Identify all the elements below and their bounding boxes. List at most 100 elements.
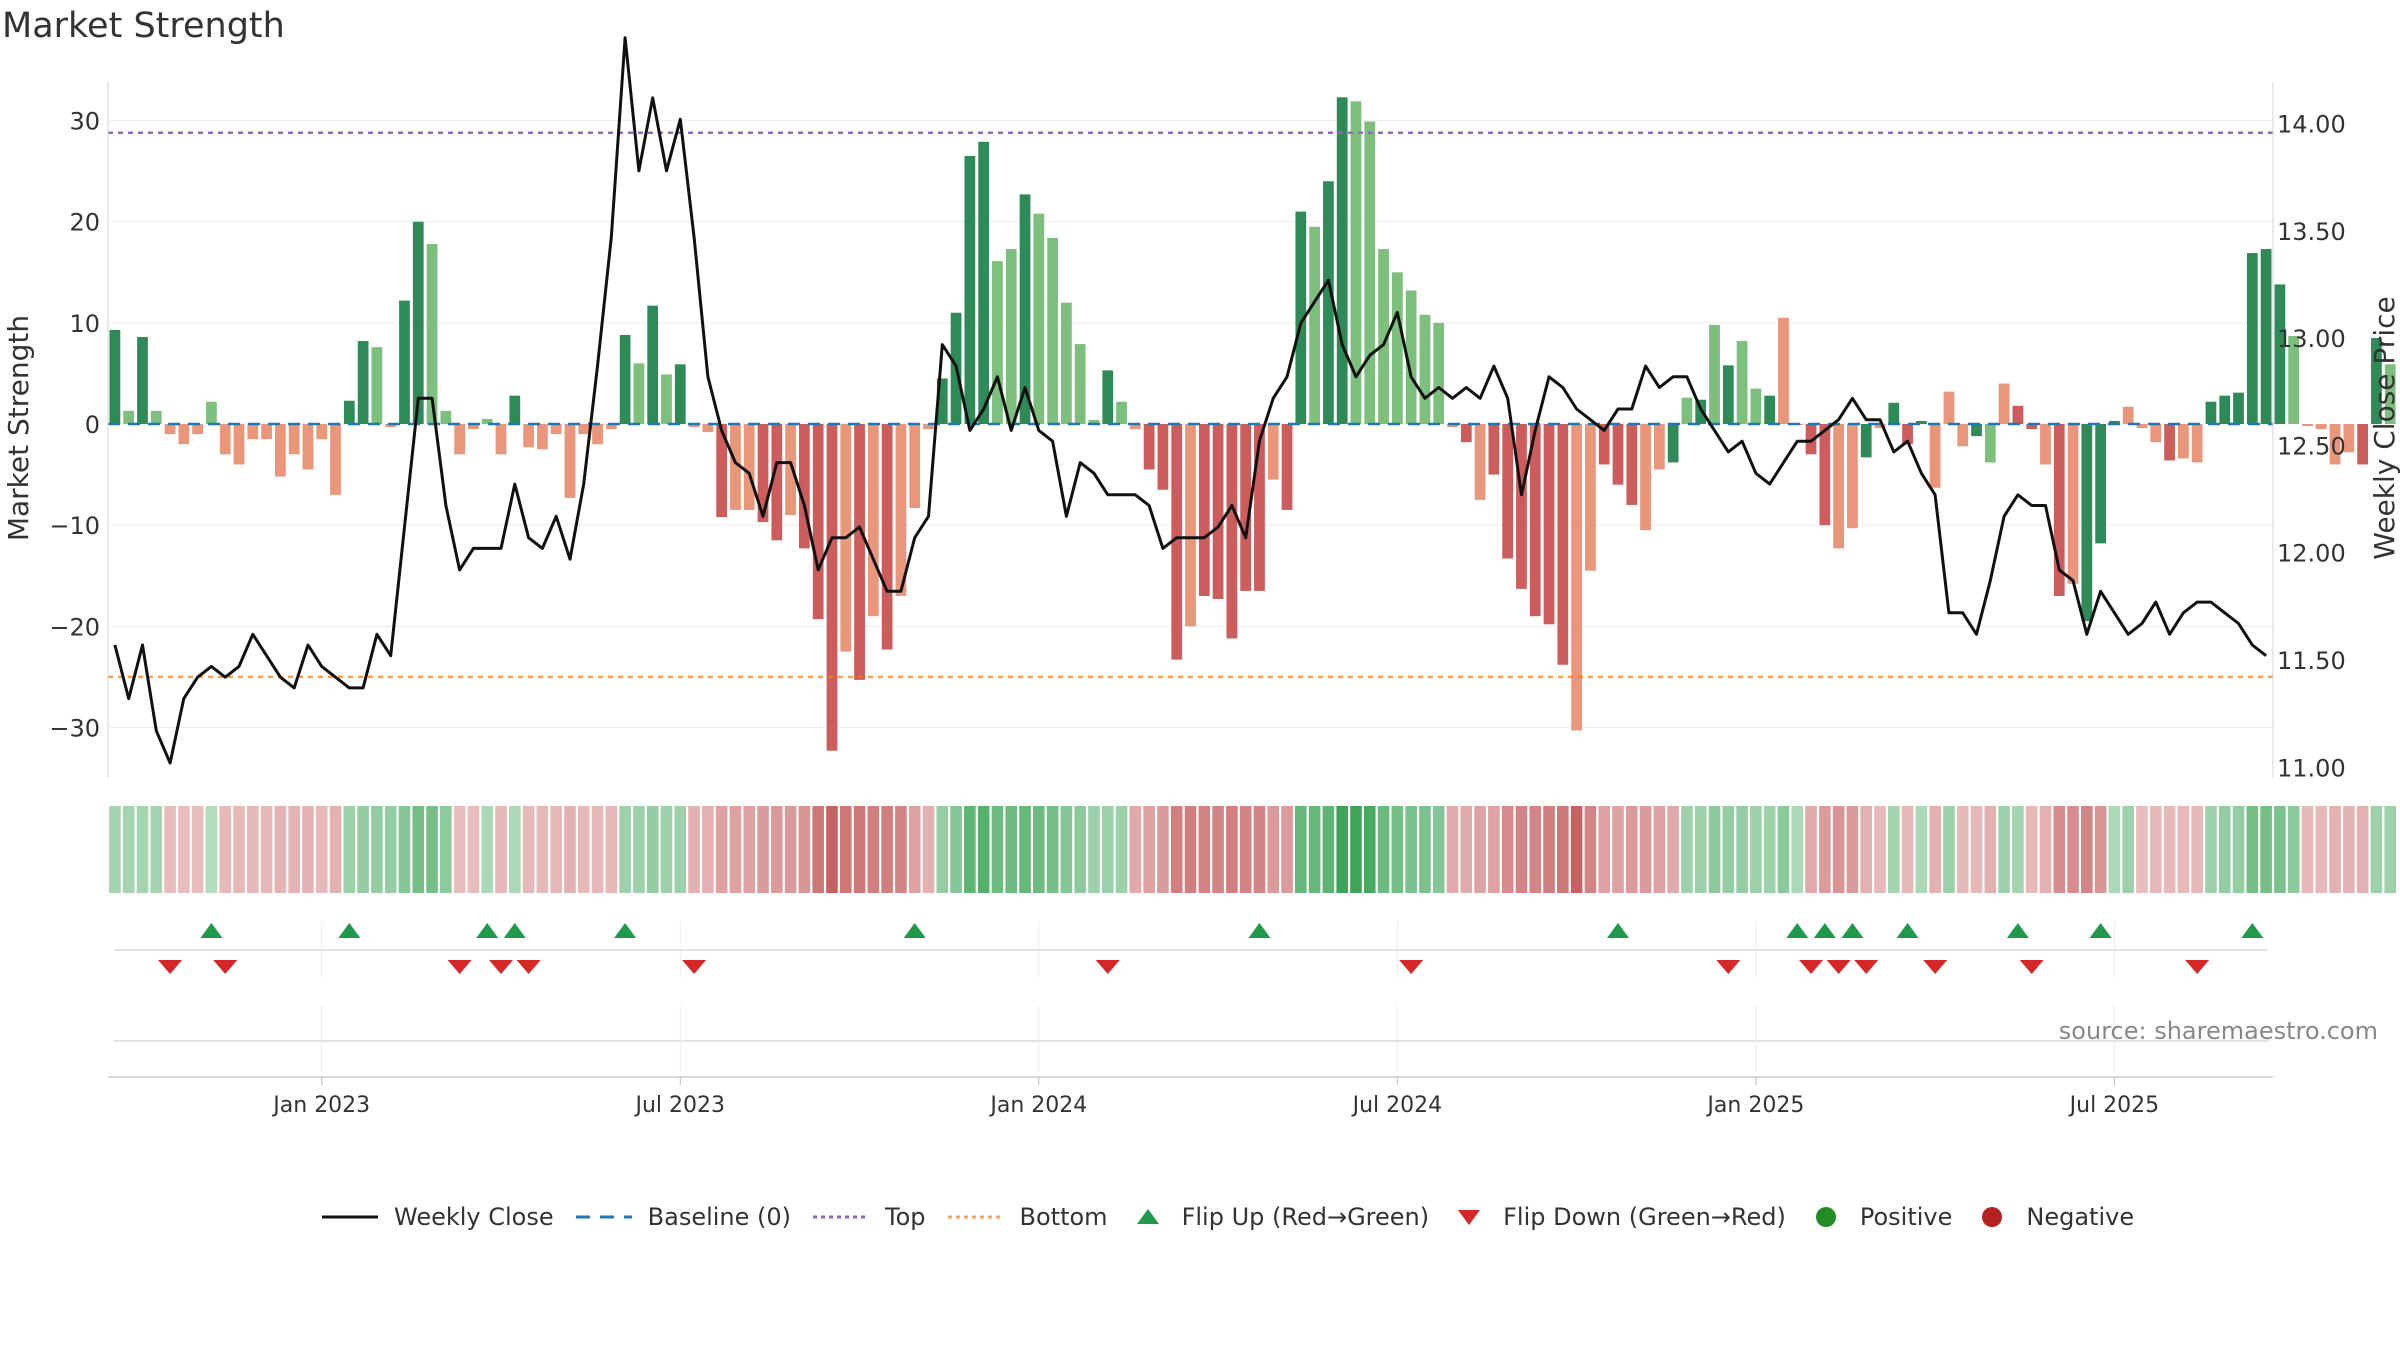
flip-down-marker xyxy=(2019,960,2044,974)
y2-tick-label: 11.50 xyxy=(2277,647,2346,675)
line-icon xyxy=(322,1215,378,1219)
strength-bar xyxy=(1805,424,1817,455)
heat-cell xyxy=(2025,806,2038,893)
strength-bar xyxy=(2150,424,2162,443)
heat-cell xyxy=(1143,806,1155,893)
flip-down-marker xyxy=(516,960,541,974)
heat-cell xyxy=(1033,806,1045,893)
heat-cell xyxy=(136,806,149,893)
legend-item-top[interactable]: Top xyxy=(811,1203,926,1231)
heat-cell xyxy=(991,806,1004,893)
heat-cell xyxy=(2384,806,2397,893)
strength-bar xyxy=(1074,344,1086,424)
heat-cell xyxy=(1005,806,1018,893)
legend-label: Weekly Close xyxy=(394,1203,554,1231)
strength-bar xyxy=(978,141,990,424)
strength-bar xyxy=(1833,424,1844,549)
heat-cell xyxy=(1722,806,1735,893)
strength-bar xyxy=(1047,237,1058,424)
strength-bar xyxy=(992,261,1003,424)
legend-item-positive[interactable]: Positive xyxy=(1806,1203,1953,1231)
legend-label: Bottom xyxy=(1019,1203,1108,1231)
strength-bar xyxy=(1543,424,1555,625)
heat-cell xyxy=(536,806,549,893)
heat-cell xyxy=(2053,806,2066,893)
strength-bar xyxy=(2274,284,2286,424)
strength-bar xyxy=(1571,424,1582,731)
dashed-line-icon xyxy=(575,1215,632,1219)
flip-up-marker xyxy=(1841,923,1864,938)
legend-item-weekly-close[interactable]: Weekly Close xyxy=(320,1203,554,1231)
heat-cell xyxy=(605,806,618,893)
heat-strip xyxy=(109,806,2397,893)
strength-bar xyxy=(330,424,341,495)
strength-bar xyxy=(2219,395,2231,424)
strength-bar xyxy=(2302,424,2313,427)
strength-bar xyxy=(1171,424,1183,660)
strength-bar xyxy=(523,424,534,448)
heat-cell xyxy=(2287,806,2300,893)
strength-bar xyxy=(247,424,259,440)
strength-bar xyxy=(1984,424,1996,463)
reference-lines xyxy=(108,131,2273,679)
legend-label: Flip Up (Red→Green) xyxy=(1181,1203,1430,1231)
heat-cell xyxy=(1929,806,1941,893)
heat-cell xyxy=(1198,806,1211,893)
strength-bar xyxy=(716,424,728,518)
strength-bar xyxy=(867,424,879,617)
heat-cell xyxy=(1612,806,1624,893)
flip-down-marker xyxy=(1826,960,1851,974)
legend-item-baseline[interactable]: Baseline (0) xyxy=(574,1203,791,1231)
heat-cell xyxy=(1267,806,1280,893)
legend-item-flip-up[interactable]: Flip Up (Red→Green) xyxy=(1128,1203,1430,1231)
strength-bar xyxy=(440,410,452,424)
heat-cell xyxy=(1239,806,1252,893)
strength-bar xyxy=(1653,424,1665,470)
heat-cell xyxy=(1170,806,1183,893)
y2-tick-label: 11.00 xyxy=(2277,754,2346,782)
y2-tick-label: 12.00 xyxy=(2277,540,2346,568)
strength-bar xyxy=(2191,424,2203,463)
heat-cell xyxy=(2205,806,2217,893)
heat-cell xyxy=(247,806,259,893)
heat-cell xyxy=(1474,806,1486,893)
heat-cell xyxy=(1915,806,1928,893)
heat-cell xyxy=(1046,806,1059,893)
flip-up-marker xyxy=(503,923,526,938)
strength-bar xyxy=(412,221,424,424)
heat-cell xyxy=(1088,806,1100,893)
heat-cell xyxy=(839,806,852,893)
heat-cell xyxy=(1598,806,1610,893)
heat-cell xyxy=(2232,806,2245,893)
strength-bar xyxy=(426,243,438,424)
strength-bar xyxy=(2081,424,2093,622)
strength-bar xyxy=(2288,336,2300,424)
heat-cell xyxy=(1639,806,1652,893)
chart-title: Market Strength xyxy=(2,6,285,46)
legend-item-flip-down[interactable]: Flip Down (Green→Red) xyxy=(1449,1203,1786,1231)
heat-cell xyxy=(122,806,135,893)
heat-cell xyxy=(1101,806,1114,893)
strength-bar xyxy=(1640,424,1651,531)
price-line-layer xyxy=(113,36,2268,765)
legend-item-bottom[interactable]: Bottom xyxy=(946,1203,1108,1231)
dotted-line-icon xyxy=(947,1215,1004,1219)
flip-down-marker xyxy=(1399,960,1424,974)
strength-bar xyxy=(1116,401,1127,424)
strength-bar xyxy=(1033,213,1045,424)
strength-bar xyxy=(1709,324,1720,424)
heat-cell xyxy=(1377,806,1390,893)
flip-up-marker xyxy=(338,923,361,938)
legend-item-negative[interactable]: Negative xyxy=(1972,1203,2134,1231)
x-tick-label: Jul 2024 xyxy=(1351,1093,1443,1118)
heat-cell xyxy=(798,806,811,893)
flip-down-marker xyxy=(213,960,238,974)
strength-bar xyxy=(537,424,548,450)
heat-cell xyxy=(1777,806,1790,893)
legend-label: Positive xyxy=(1859,1203,1953,1231)
strength-bar xyxy=(1943,391,1955,424)
strength-bar xyxy=(936,378,948,424)
strength-bar xyxy=(1626,424,1638,505)
strength-bar xyxy=(1488,424,1500,475)
